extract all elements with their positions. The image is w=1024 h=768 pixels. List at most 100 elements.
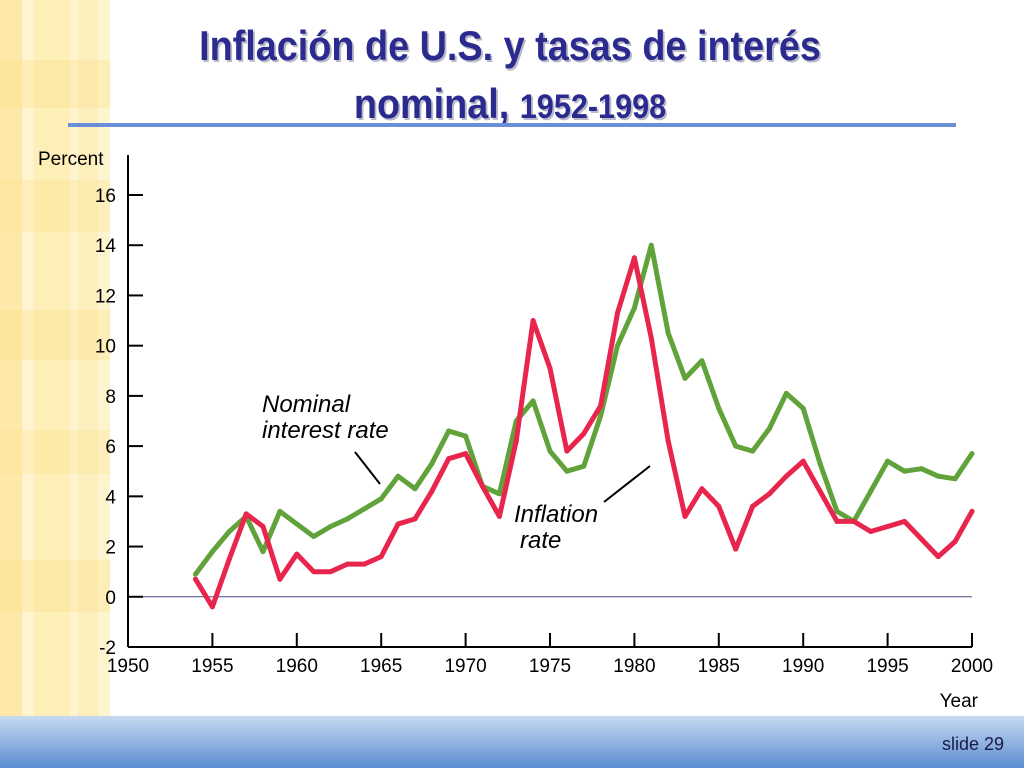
- nominal-interest-rate-point: [631, 305, 637, 311]
- inflation-rate-point: [885, 523, 891, 529]
- inflation-rate-point: [868, 528, 874, 534]
- x-tick-label: 1985: [698, 656, 740, 677]
- nominal-interest-rate-point: [328, 523, 334, 529]
- nominal-interest-rate-point: [817, 461, 823, 467]
- nominal-interest-rate-point: [193, 571, 199, 577]
- y-tick-label: -2: [99, 638, 116, 659]
- inflation-rate-point: [699, 486, 705, 492]
- inflation-rate-point: [648, 335, 654, 341]
- inflation-rate-point: [766, 491, 772, 497]
- y-axis-label: Percent: [38, 149, 104, 170]
- inflation-rate-point: [935, 554, 941, 560]
- nominal-interest-rate-point: [918, 466, 924, 472]
- inflation-rate-point: [716, 503, 722, 509]
- inflation-rate-point: [952, 539, 958, 545]
- inflation-rate-point: [969, 508, 975, 514]
- inflation-rate-point: [463, 451, 469, 457]
- inflation-rate-point: [631, 255, 637, 261]
- inflation-rate-point: [412, 516, 418, 522]
- inflation-rate-point: [496, 513, 502, 519]
- nominal-interest-rate-point: [564, 468, 570, 474]
- slide-number: slide 29: [941, 734, 1004, 754]
- inflation-rate-point: [547, 365, 553, 371]
- nominal-interest-rate-point: [750, 448, 756, 454]
- nominal-interest-rate-point: [952, 476, 958, 482]
- nominal-interest-rate-point: [378, 496, 384, 502]
- nominal-interest-rate-point: [648, 242, 654, 248]
- nominal-interest-rate-point: [834, 508, 840, 514]
- nominal-interest-rate-point: [969, 451, 975, 457]
- nominal-interest-rate-point: [935, 473, 941, 479]
- nominal-interest-rate-point: [311, 534, 317, 540]
- nominal-interest-rate-point: [361, 506, 367, 512]
- slide-title-years: 1952-1998: [519, 88, 667, 126]
- nominal-interest-rate-point: [530, 398, 536, 404]
- x-tick-label: 1965: [360, 656, 402, 677]
- inflation-rate-point: [395, 521, 401, 527]
- nominal-interest-rate-point: [699, 358, 705, 364]
- inflation-rate-point: [513, 438, 519, 444]
- nominal-interest-rate-annotation: interest rate: [262, 417, 389, 444]
- inflation-rate-leader-line: [603, 465, 651, 503]
- x-tick-label: 1975: [529, 656, 571, 677]
- y-tick-label: 10: [95, 337, 116, 358]
- nominal-interest-rate-point: [209, 549, 215, 555]
- inflation-rate-point: [918, 536, 924, 542]
- inflation-rate-point: [901, 518, 907, 524]
- title-underline: [68, 123, 956, 127]
- y-tick-label: 6: [105, 437, 116, 458]
- inflation-rate-point: [581, 431, 587, 437]
- slide-title-word: nominal,: [353, 80, 510, 127]
- nominal-interest-rate-point: [412, 486, 418, 492]
- inflation-rate-point: [311, 569, 317, 575]
- nominal-interest-rate-point: [733, 443, 739, 449]
- y-tick-label: 14: [95, 236, 117, 257]
- inflation-rate-annotation: Inflation: [514, 501, 598, 528]
- inflation-rate-point: [479, 483, 485, 489]
- x-tick-label: 1970: [444, 656, 486, 677]
- x-tick-label: 1995: [866, 656, 908, 677]
- nominal-interest-rate-point: [395, 473, 401, 479]
- nominal-interest-rate-leader-line: [354, 451, 381, 485]
- nominal-interest-rate-point: [344, 516, 350, 522]
- nominal-interest-rate-point: [682, 375, 688, 381]
- inflation-rate-point: [800, 458, 806, 464]
- nominal-interest-rate-point: [615, 343, 621, 349]
- x-tick-label: 1990: [782, 656, 824, 677]
- nominal-interest-rate-annotation: Nominal: [262, 391, 351, 418]
- nominal-interest-rate-point: [885, 458, 891, 464]
- inflation-rate-point: [344, 561, 350, 567]
- inflation-rate-point: [226, 556, 232, 562]
- nominal-interest-rate-point: [598, 413, 604, 419]
- y-tick-label: 4: [105, 487, 116, 508]
- inflation-rate-point: [530, 318, 536, 324]
- nominal-interest-rate-point: [429, 461, 435, 467]
- inflation-rate-point: [834, 518, 840, 524]
- inflation-rate-point: [682, 513, 688, 519]
- inflation-rate-point: [564, 448, 570, 454]
- x-axis-label: Year: [940, 691, 979, 712]
- x-tick-label: 1950: [107, 656, 149, 677]
- inflation-rate-point: [817, 488, 823, 494]
- y-tick-label: 2: [105, 538, 116, 559]
- x-tick-label: 1955: [191, 656, 233, 677]
- nominal-interest-rate-point: [868, 488, 874, 494]
- nominal-interest-rate-point: [463, 433, 469, 439]
- nominal-interest-rate-point: [294, 521, 300, 527]
- inflation-rate-point: [260, 523, 266, 529]
- y-tick-label: 0: [105, 588, 116, 609]
- inflation-rate-point: [446, 456, 452, 462]
- inflation-rate-point: [429, 488, 435, 494]
- x-tick-label: 1980: [613, 656, 655, 677]
- slide-title-line-1: Inflación de U.S. y tasas de interés: [199, 22, 821, 69]
- inflation-rate-point: [193, 576, 199, 582]
- nominal-interest-rate-point: [226, 528, 232, 534]
- inflation-rate-point: [361, 561, 367, 567]
- nominal-interest-rate-point: [446, 428, 452, 434]
- inflation-rate-point: [294, 551, 300, 557]
- inflation-rate-point: [277, 576, 283, 582]
- inflation-rate-point: [783, 473, 789, 479]
- nominal-interest-rate-point: [277, 508, 283, 514]
- inflation-rate-point: [851, 518, 857, 524]
- nominal-interest-rate-point: [783, 390, 789, 396]
